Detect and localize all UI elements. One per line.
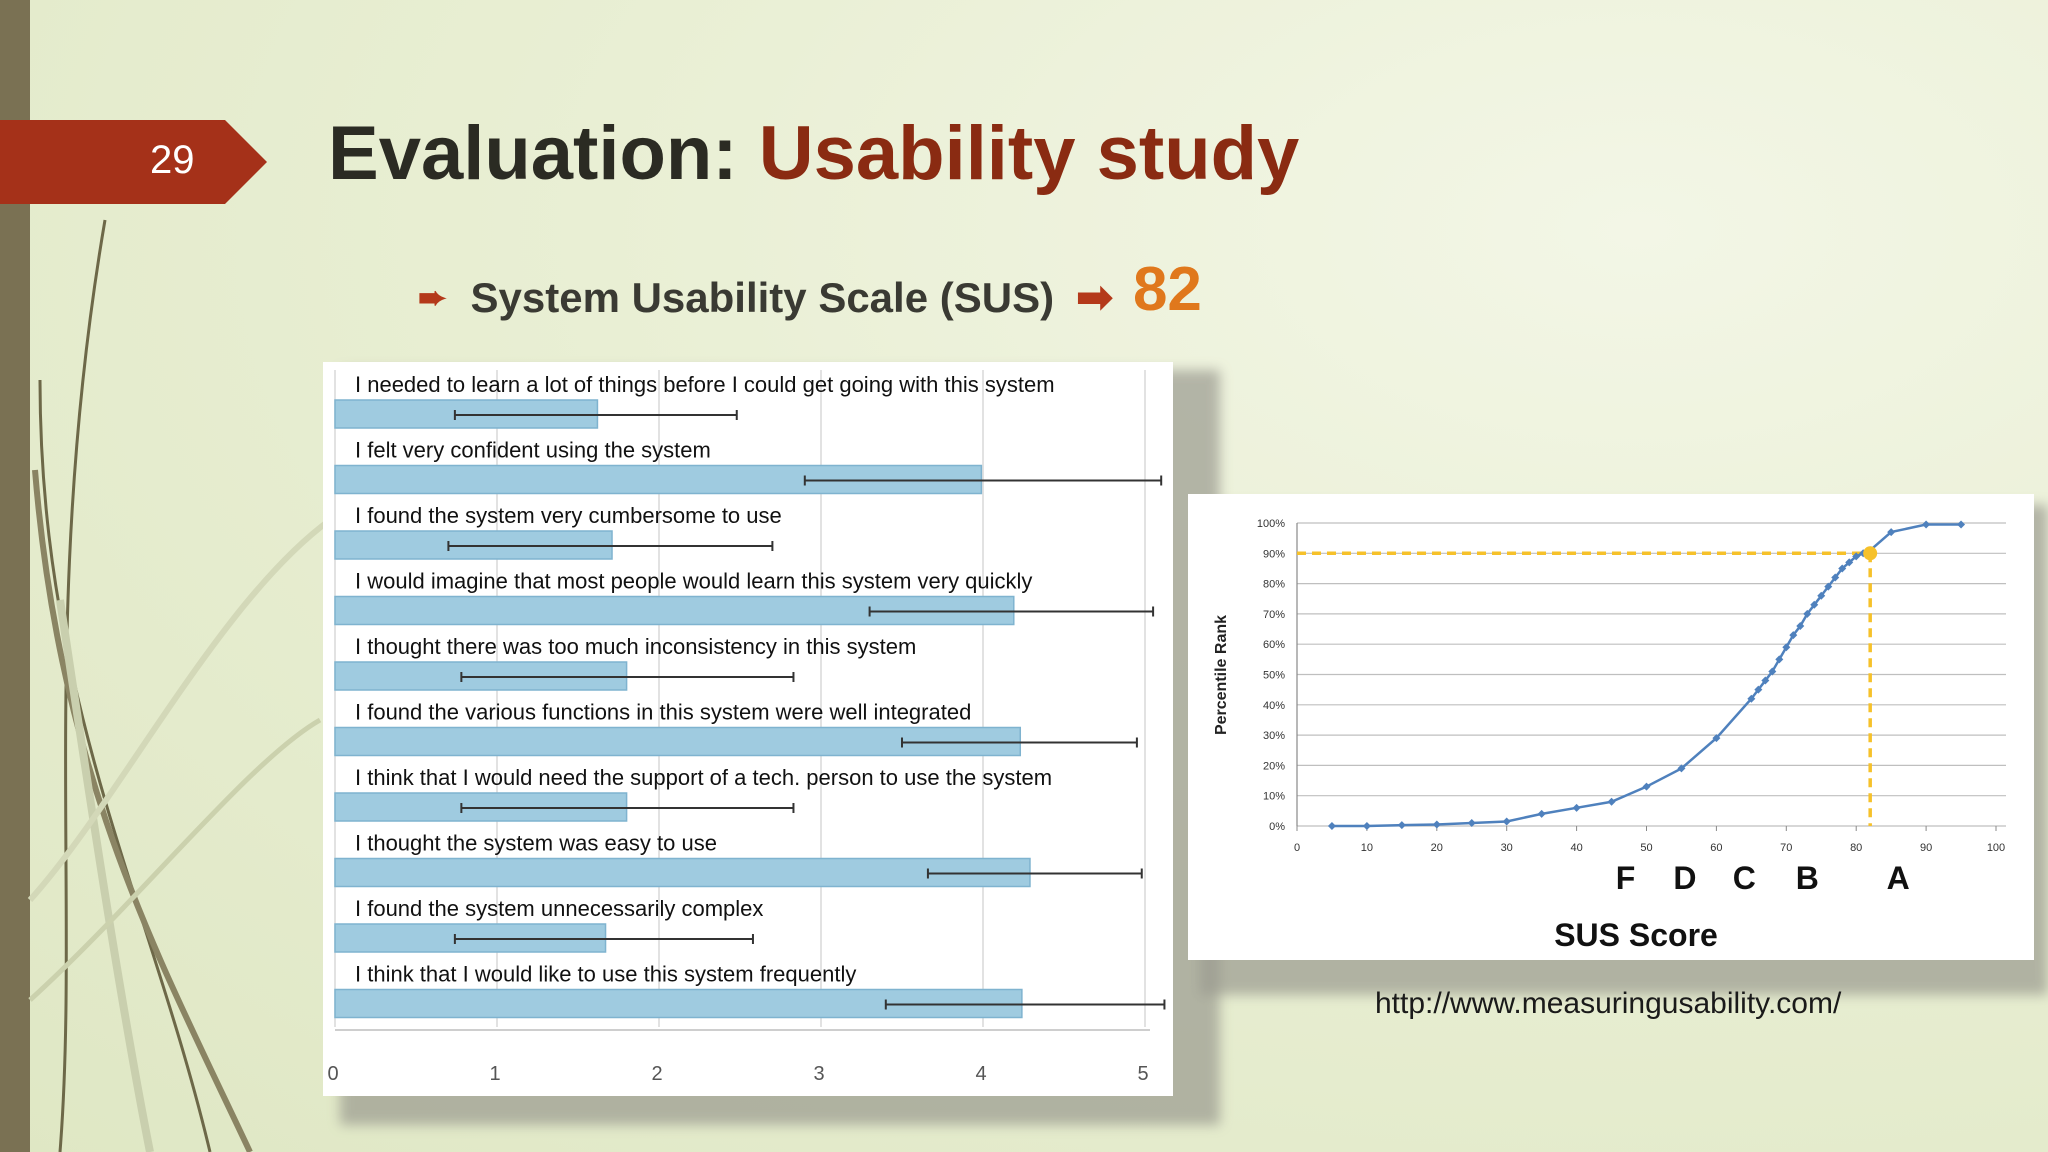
x-tick-label: 0 [327,1063,338,1085]
data-point [1754,685,1763,694]
grade-label-b: B [1796,860,1819,896]
bar [334,857,1031,888]
y-tick-label: 20% [1263,760,1285,772]
bullet-text: System Usability Scale (SUS) [470,273,1055,321]
data-point [1796,622,1805,631]
data-point [1467,818,1476,827]
data-point [1642,782,1651,791]
data-point [1852,552,1861,561]
y-tick-label: 60% [1263,639,1285,651]
y-tick-label: 30% [1263,730,1285,742]
data-point [1810,600,1819,609]
bar-category-label: I would imagine that most people would l… [355,569,1032,594]
y-tick-label: 90% [1263,548,1285,560]
data-point [1957,520,1966,529]
grade-label-f: F [1616,860,1636,896]
data-point [1922,520,1931,529]
data-point [1362,822,1371,830]
data-point [1677,764,1686,773]
slide-number: 29 [150,138,195,182]
grade-label-a: A [1887,860,1910,896]
data-point [1397,821,1406,830]
bar-category-label: I found the system unnecessarily complex [355,896,763,921]
data-point [1845,558,1854,567]
y-tick-label: 40% [1263,700,1285,712]
data-point [1747,694,1756,703]
x-tick-label: 5 [1137,1063,1148,1085]
decorative-grass-lines [27,219,332,1152]
highlight-point [1863,546,1878,561]
data-point [1761,676,1770,685]
x-tick-label: 50 [1640,842,1652,854]
title-part-1: Evaluation: [328,111,759,196]
bar-category-label: I think that I would like to use this sy… [355,962,856,987]
grade-label-d: D [1673,860,1696,896]
x-tick-label: 90 [1920,842,1932,854]
x-tick-label: 80 [1850,842,1862,854]
data-point [1537,809,1546,818]
data-point [1887,528,1896,537]
x-axis-label: SUS Score [1554,917,1718,953]
x-tick-label: 3 [813,1063,824,1085]
bar-category-label: I thought the system was easy to use [355,831,717,856]
grade-label-c: C [1733,860,1756,896]
bar-category-label: I thought there was too much inconsisten… [355,634,916,659]
data-point [1607,797,1616,806]
data-point [1782,643,1791,652]
bullet-arrow-icon: ➨ [418,278,447,317]
data-point [1502,817,1511,826]
data-point [1768,667,1777,676]
bullet-item: ➨ System Usability Scale (SUS) ➡ 82 [418,255,1202,333]
x-tick-label: 10 [1361,842,1373,854]
bar-chart-panel: I needed to learn a lot of things before… [323,362,1173,1096]
x-tick-label: 1 [489,1063,500,1085]
y-tick-label: 0% [1269,821,1285,833]
x-tick-label: 30 [1501,842,1513,854]
source-url[interactable]: http://www.measuringusability.com/ [1375,987,1842,1020]
right-arrow-icon: ➡ [1076,273,1113,322]
x-tick-label: 70 [1780,842,1792,854]
data-point [1432,820,1441,829]
y-tick-label: 50% [1263,670,1285,682]
data-point [1803,609,1812,618]
title-part-2: Usability study [758,111,1300,196]
y-tick-label: 70% [1263,609,1285,621]
bar-category-label: I needed to learn a lot of things before… [355,372,1055,397]
sus-score: 82 [1132,255,1202,324]
sus-percentile-chart: 0% 10% 20% 30% 40% 50% 60% 70% 80% 90% 100% 0 10 20 30… [1213,518,2006,953]
data-point [1327,822,1336,830]
bar-category-label: I think that I would need the support of… [355,765,1052,790]
data-point [1824,582,1833,591]
x-tick-label: 0 [1294,842,1300,854]
sus-item-bar-chart: I needed to learn a lot of things before… [327,370,1166,1085]
y-axis-label: Percentile Rank [1213,615,1230,735]
bar-category-label: I felt very confident using the system [355,438,711,463]
x-tick-label: 2 [651,1063,662,1085]
x-tick-label: 4 [975,1063,986,1085]
bar-category-label: I found the system very cumbersome to us… [355,503,782,528]
x-tick-label: 20 [1431,842,1443,854]
slide-number-tag [0,120,267,204]
data-point [1817,591,1826,600]
bar-category-label: I found the various functions in this sy… [355,700,971,725]
x-tick-label: 100 [1987,842,2005,854]
x-tick-label: 60 [1710,842,1722,854]
line-chart-panel: 0% 10% 20% 30% 40% 50% 60% 70% 80% 90% 100% 0 10 20 30… [1188,494,2034,960]
y-tick-label: 80% [1263,579,1285,591]
data-point [1838,564,1847,573]
series-line [1331,523,1962,828]
data-point [1712,734,1721,743]
y-tick-label: 10% [1263,791,1285,803]
y-tick-label: 100% [1257,518,1285,530]
data-point [1789,631,1798,640]
data-point [1831,573,1840,582]
slide-title: Evaluation: Usability study [328,110,1299,197]
data-point [1775,655,1784,664]
data-point [1572,803,1581,812]
x-tick-label: 40 [1570,842,1582,854]
